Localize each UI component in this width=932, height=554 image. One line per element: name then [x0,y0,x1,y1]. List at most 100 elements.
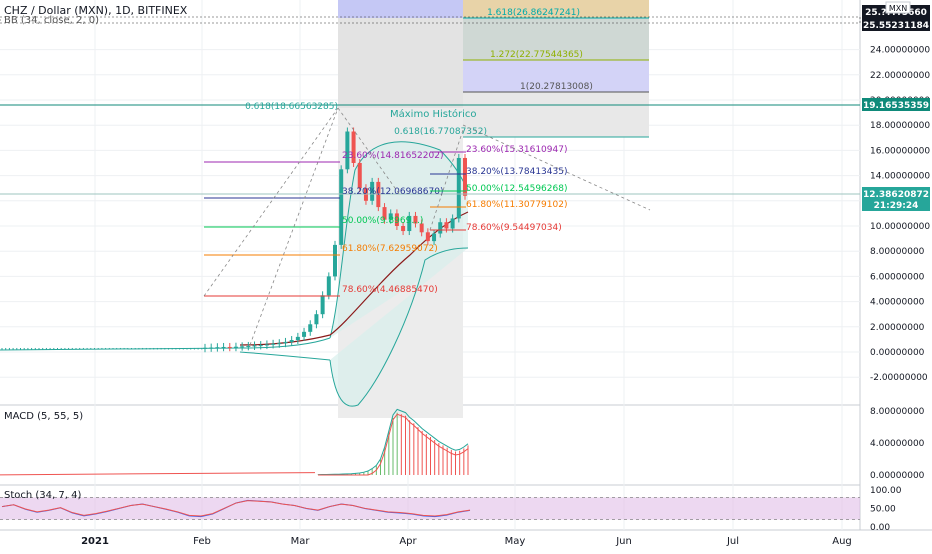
axes: 24.0000000022.0000000020.0000000018.0000… [81,1,930,547]
candle [407,215,412,232]
macd-flat [0,472,316,476]
top-price-label-bg [862,18,930,31]
fib-zone [463,18,649,60]
price-tick-label: 24.00000000 [870,46,930,56]
candle [209,347,214,349]
countdown-label: 21:29:24 [874,201,919,211]
candle [252,345,257,347]
candle [221,346,226,348]
fib-zone [463,92,649,137]
fib-a-label: 50.00%(9.8969...) [342,216,423,226]
price-tick-label: 0.00000000 [870,348,925,358]
stoch-tick-label: 100.00 [870,486,902,496]
trend-line [462,124,651,211]
fib-zone [463,0,649,18]
candle [233,346,238,348]
candle [277,343,282,345]
trend-line [203,107,339,297]
fib-zone [338,0,463,18]
fib-b-label: 23.60%(15.31610947) [466,145,567,155]
price-tick-label: 8.00000000 [870,247,925,257]
fib-a-label: 23.60%(14.81652202) [342,151,443,161]
macd-tick-label: 4.00000000 [870,439,925,449]
fib-ext-label: 1.272(22.77544365) [490,50,583,60]
symbol-header[interactable]: CHZ / Dollar (MXN), 1D, BITFINEX [4,4,188,17]
candle [308,324,313,332]
candles [1,127,467,353]
time-tick-label: Aug [832,536,852,547]
candle [345,131,350,170]
candle [444,222,449,229]
candle [264,344,269,346]
macd-line [317,408,469,476]
candle [401,226,406,232]
bb-lower [329,247,469,407]
bb-lower-early [239,351,331,361]
candle [339,169,344,245]
candle [283,341,288,344]
candle [295,336,300,341]
candle [463,157,467,196]
candle [271,343,276,345]
trend-line [249,107,339,346]
stoch-pane [0,497,860,520]
time-tick-label: Apr [399,536,417,547]
candle [394,213,399,226]
fib-a-label: 78.60%(4.46885470) [342,285,438,295]
currency-badge-bg [885,1,911,14]
price-axis[interactable] [860,0,932,550]
bollinger-bands [0,141,469,407]
bb-upper [329,141,469,339]
fib-b-label: 78.60%(9.54497034) [466,223,562,233]
fib-ext-label: 0.618(16.77087352) [394,127,487,137]
candle [456,157,461,219]
price-tick-label: -2.00000000 [870,373,928,383]
candle [326,276,331,296]
macd-title[interactable]: MACD (5, 55, 5) [4,411,84,422]
price-tick-label: 18.00000000 [870,121,930,131]
price-tick-label: 22.00000000 [870,71,930,81]
candle [240,346,245,348]
fib-ext-label: 1.618(26.86247241) [487,8,580,18]
time-tick-label: Jul [726,536,739,547]
candle [425,232,430,242]
macd-tick-label: 8.00000000 [870,407,925,417]
countdown-label-bg [862,198,930,211]
candle [258,345,263,347]
price-tick-label: 10.00000000 [870,222,930,232]
stoch-tick-label: 0.00 [870,523,890,533]
candle [370,181,375,201]
price-tick-label: 6.00000000 [870,272,925,282]
candle [450,218,455,229]
candle [246,345,251,347]
time-tick-label: Mar [291,536,311,547]
price-tick-label: 14.00000000 [870,172,930,182]
high-price-label-bg [862,98,930,111]
fib-a-label: 38.20%(12.06968670) [342,187,443,197]
candle [302,331,307,337]
candle [382,207,387,220]
candle [203,347,207,349]
price-tick-label: 4.00000000 [870,298,925,308]
candle [357,163,362,189]
time-tick-label: Jun [615,536,632,547]
indicator-legend[interactable]: BB (34, close, 2, 0) [4,15,99,26]
candle [413,215,418,224]
fib-b-label: 50.00%(12.54596268) [466,184,567,194]
currency-badge: MXN [889,4,907,13]
macd-tick-label: 0.00000000 [870,471,925,481]
fib-ext-label: 1(20.27813008) [520,82,593,92]
price-tick-label: 16.00000000 [870,146,930,156]
candle [388,213,393,220]
candle [314,314,319,325]
stoch-title[interactable]: Stoch (34, 7, 4) [4,490,82,501]
high-price-label: 19.16535359 [863,101,929,111]
time-tick-label: Feb [193,536,211,547]
candle [333,244,337,277]
fib-ext-label: 0.618(18.66563285) [245,102,338,112]
max-label: Máximo Histórico [390,108,477,120]
fib-b-label: 38.20%(13.78413435) [466,167,567,177]
fib-b-label: 61.80%(11.30779102) [466,200,567,210]
candle [432,233,437,242]
